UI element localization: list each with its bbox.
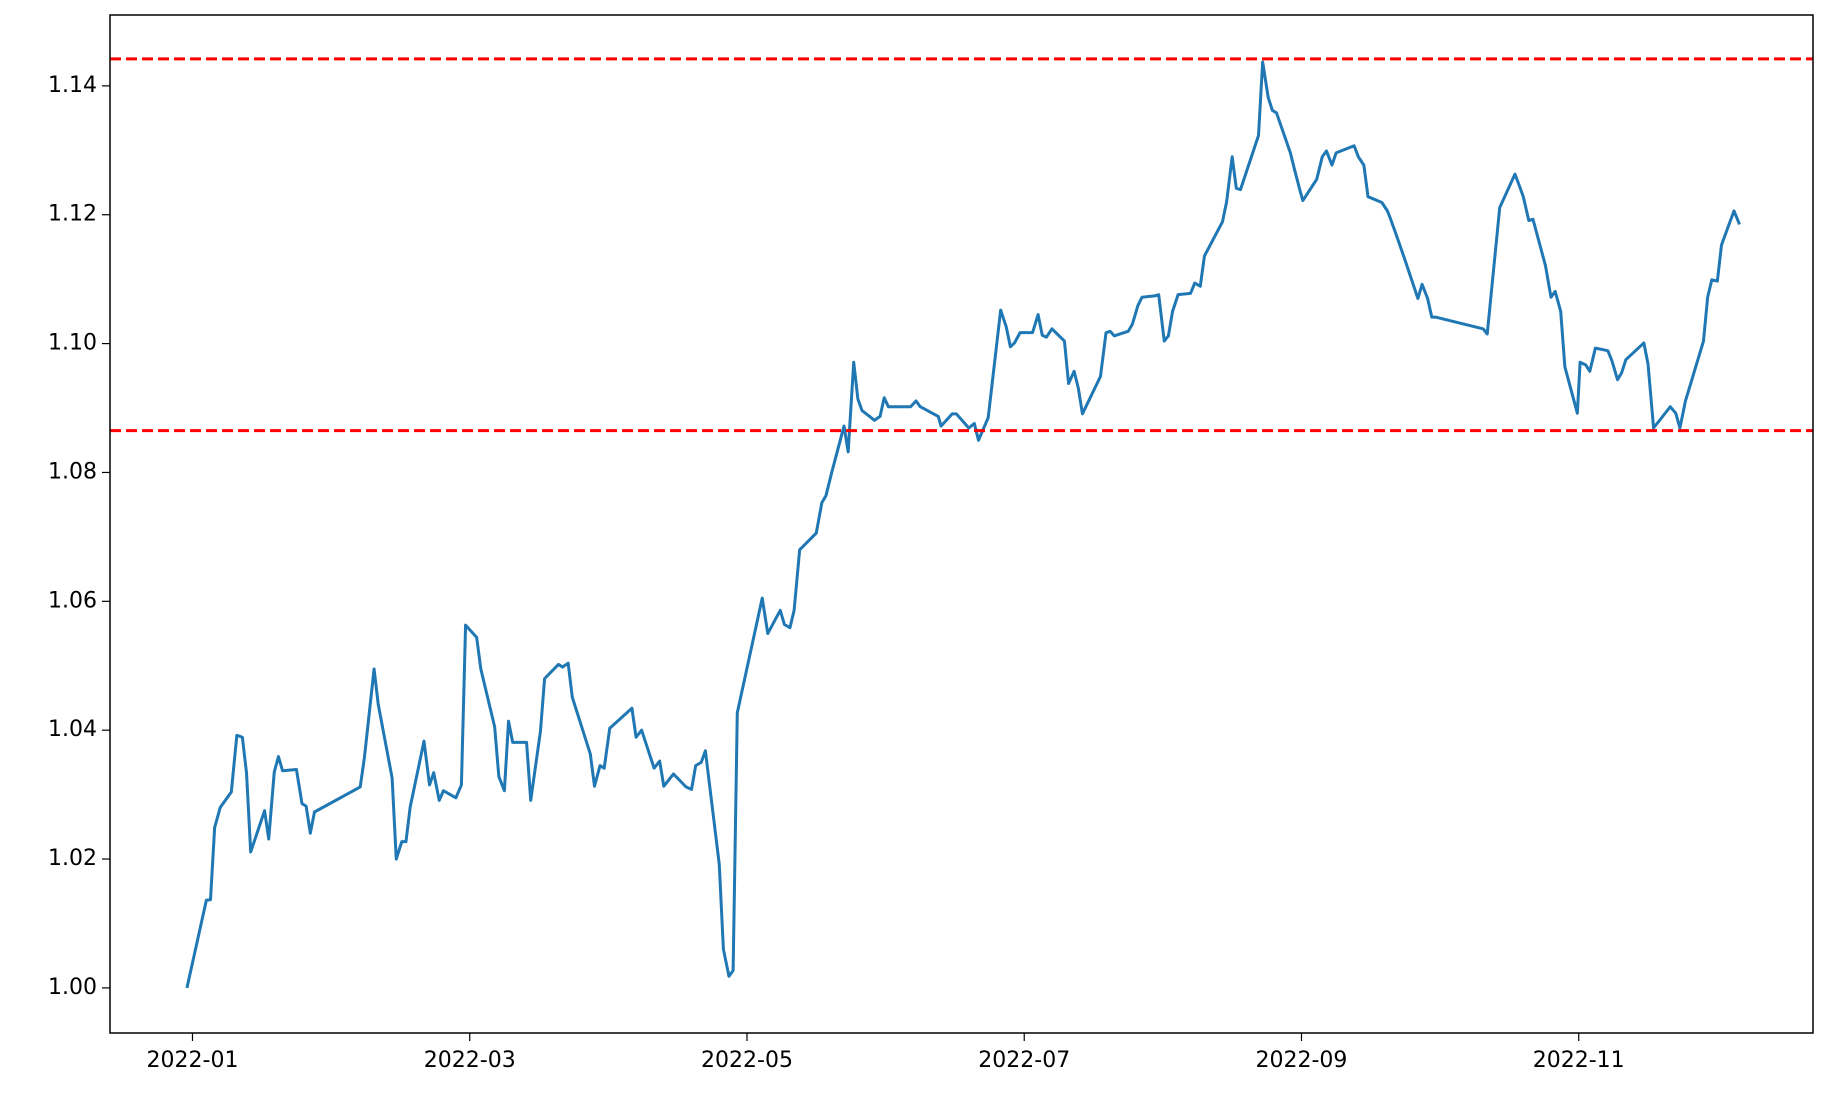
y-tick-label: 1.10 (48, 331, 97, 356)
y-tick-label: 1.02 (48, 846, 97, 871)
y-tick-label: 1.14 (48, 73, 97, 98)
x-tick-label: 2022-03 (424, 1048, 516, 1073)
x-tick-label: 2022-05 (701, 1048, 793, 1073)
x-tick-label: 2022-11 (1533, 1048, 1625, 1073)
y-tick-label: 1.00 (48, 975, 97, 1000)
y-tick-label: 1.08 (48, 459, 97, 484)
x-tick-label: 2022-07 (978, 1048, 1070, 1073)
y-tick-label: 1.06 (48, 588, 97, 613)
x-tick-label: 2022-01 (147, 1048, 239, 1073)
data-line (185, 60, 1741, 989)
y-tick-label: 1.04 (48, 717, 97, 742)
y-tick-label: 1.12 (48, 202, 97, 227)
x-tick-label: 2022-09 (1256, 1048, 1348, 1073)
plot-frame (109, 14, 1814, 1034)
